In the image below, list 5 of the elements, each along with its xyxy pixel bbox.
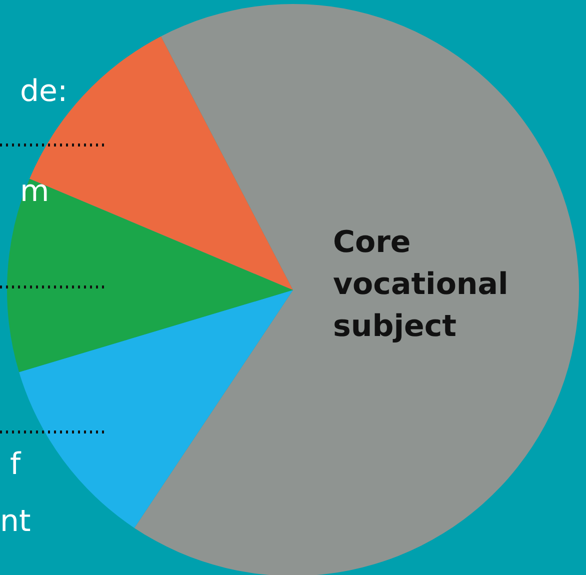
text: f <box>10 447 22 482</box>
slice-label: Core vocational subject <box>333 225 508 344</box>
text: de: <box>20 74 68 109</box>
text: nt <box>0 504 32 539</box>
text: m <box>20 174 50 209</box>
